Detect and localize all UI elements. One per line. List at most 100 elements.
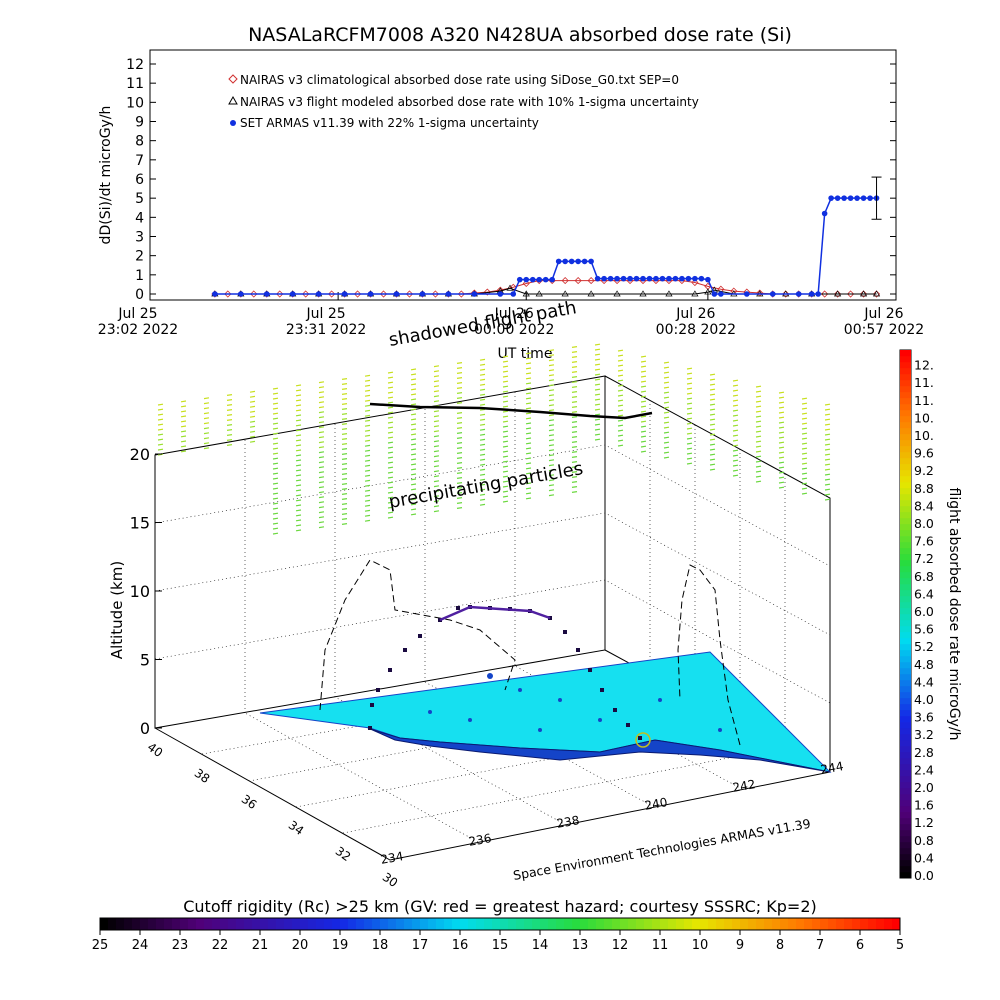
particle-dash bbox=[341, 493, 348, 495]
particle-dash bbox=[410, 383, 417, 386]
particle-dash bbox=[341, 408, 348, 410]
data-point-nairas-clim bbox=[522, 279, 530, 288]
particle-dash bbox=[686, 422, 693, 425]
particle-dash bbox=[479, 488, 486, 491]
particle-dash bbox=[272, 392, 279, 395]
data-point-armas bbox=[795, 291, 802, 297]
particle-dash bbox=[732, 424, 739, 427]
particle-dash bbox=[341, 393, 348, 395]
particle-dash bbox=[548, 494, 555, 497]
cutoff-colorbar-tick-label: 24 bbox=[132, 938, 149, 953]
cutoff-colorbar-tick-label: 19 bbox=[332, 938, 349, 953]
particle-dash bbox=[732, 449, 739, 452]
dose-colorbar-cell bbox=[900, 590, 911, 597]
particle-dash bbox=[594, 408, 601, 411]
cutoff-colorbar-cell bbox=[460, 918, 469, 930]
particle-dash bbox=[617, 424, 624, 427]
particle-dash bbox=[617, 404, 624, 407]
series-lines bbox=[211, 176, 882, 298]
particle-dash bbox=[617, 409, 624, 412]
particle-dash bbox=[502, 455, 509, 458]
particle-dash bbox=[709, 423, 716, 426]
particle-dash bbox=[180, 400, 187, 403]
particle-dash bbox=[341, 383, 348, 385]
dose-colorbar-cell bbox=[900, 398, 911, 405]
particle-dash bbox=[571, 366, 578, 368]
particle-dash bbox=[548, 384, 555, 387]
particle-dash bbox=[502, 495, 509, 498]
particle-dash bbox=[548, 359, 555, 362]
particle-dash bbox=[318, 521, 325, 524]
cutoff-colorbar-cell bbox=[500, 918, 509, 930]
particle-dash bbox=[410, 388, 417, 391]
particle-dash bbox=[410, 503, 417, 506]
particle-dash bbox=[571, 376, 578, 378]
data-point-armas bbox=[828, 195, 834, 201]
particle-dash bbox=[640, 420, 647, 423]
cutoff-colorbar-tick-label: 21 bbox=[252, 938, 269, 953]
particle-dash bbox=[663, 456, 670, 459]
dose-colorbar-cell bbox=[900, 386, 911, 393]
data-point-armas bbox=[653, 275, 659, 282]
dose-colorbar-cell bbox=[900, 674, 911, 681]
particle-dash bbox=[755, 395, 762, 398]
flight-dot bbox=[563, 630, 567, 634]
cutoff-colorbar-cell bbox=[700, 918, 709, 930]
cutoff-colorbar-cell bbox=[188, 918, 197, 930]
data-point-nairas-clim bbox=[782, 290, 790, 298]
particle-dash bbox=[686, 397, 693, 400]
cutoff-colorbar-cell bbox=[180, 918, 189, 930]
arrival-marker bbox=[635, 732, 651, 748]
particle-dash bbox=[617, 359, 624, 362]
longitude-tick-label: 244 bbox=[820, 759, 845, 777]
particle-dash bbox=[272, 472, 279, 475]
particle-dash bbox=[433, 460, 440, 463]
cutoff-colorbar-cell bbox=[172, 918, 181, 930]
particle-dash bbox=[640, 440, 647, 443]
particle-dash bbox=[364, 444, 371, 447]
legend: NAIRAS v3 climatological absorbed dose r… bbox=[228, 73, 699, 130]
particle-dash bbox=[525, 482, 532, 485]
cutoff-colorbar-cell bbox=[468, 918, 477, 930]
cutoff-colorbar-cell bbox=[124, 918, 133, 930]
particle-dash bbox=[824, 488, 831, 491]
particle-dash bbox=[548, 364, 555, 367]
particle-dash bbox=[571, 386, 578, 388]
dose-colorbar-cell bbox=[900, 596, 911, 603]
particle-dash bbox=[732, 439, 739, 442]
particle-dash bbox=[824, 478, 831, 481]
particle-dash bbox=[571, 476, 578, 478]
particle-dash bbox=[272, 497, 279, 500]
data-point-nairas-flight bbox=[506, 284, 514, 291]
particle-dash bbox=[456, 477, 463, 479]
particle-dash bbox=[226, 399, 233, 401]
cutoff-colorbar-cell bbox=[300, 918, 309, 930]
particle-dash bbox=[824, 418, 831, 421]
particle-dash bbox=[571, 396, 578, 398]
cutoff-colorbar-cell bbox=[628, 918, 637, 930]
particle-dash bbox=[502, 370, 509, 373]
particle-dash bbox=[295, 464, 302, 467]
particle-dash bbox=[755, 480, 762, 483]
particle-dash bbox=[663, 431, 670, 434]
particle-dash bbox=[732, 474, 739, 477]
dose-colorbar-cell bbox=[900, 554, 911, 561]
particle-dash bbox=[778, 461, 785, 464]
particle-dash bbox=[341, 458, 348, 460]
particle-dash bbox=[548, 454, 555, 457]
dose-colorbar-cell bbox=[900, 824, 911, 831]
particle-dash bbox=[732, 409, 739, 412]
particle-dash bbox=[640, 385, 647, 388]
particle-dash bbox=[525, 442, 532, 445]
particle-dash bbox=[410, 418, 417, 421]
particle-dash bbox=[548, 394, 555, 397]
particle-dash bbox=[594, 398, 601, 401]
data-point-armas bbox=[568, 258, 575, 265]
particle-dash bbox=[548, 349, 555, 352]
particle-dash bbox=[548, 409, 555, 412]
particle-dash bbox=[525, 372, 532, 375]
particle-dash bbox=[341, 403, 348, 405]
particle-dash bbox=[456, 442, 463, 444]
particle-dash bbox=[801, 482, 808, 485]
dose-colorbar-cell bbox=[900, 434, 911, 441]
